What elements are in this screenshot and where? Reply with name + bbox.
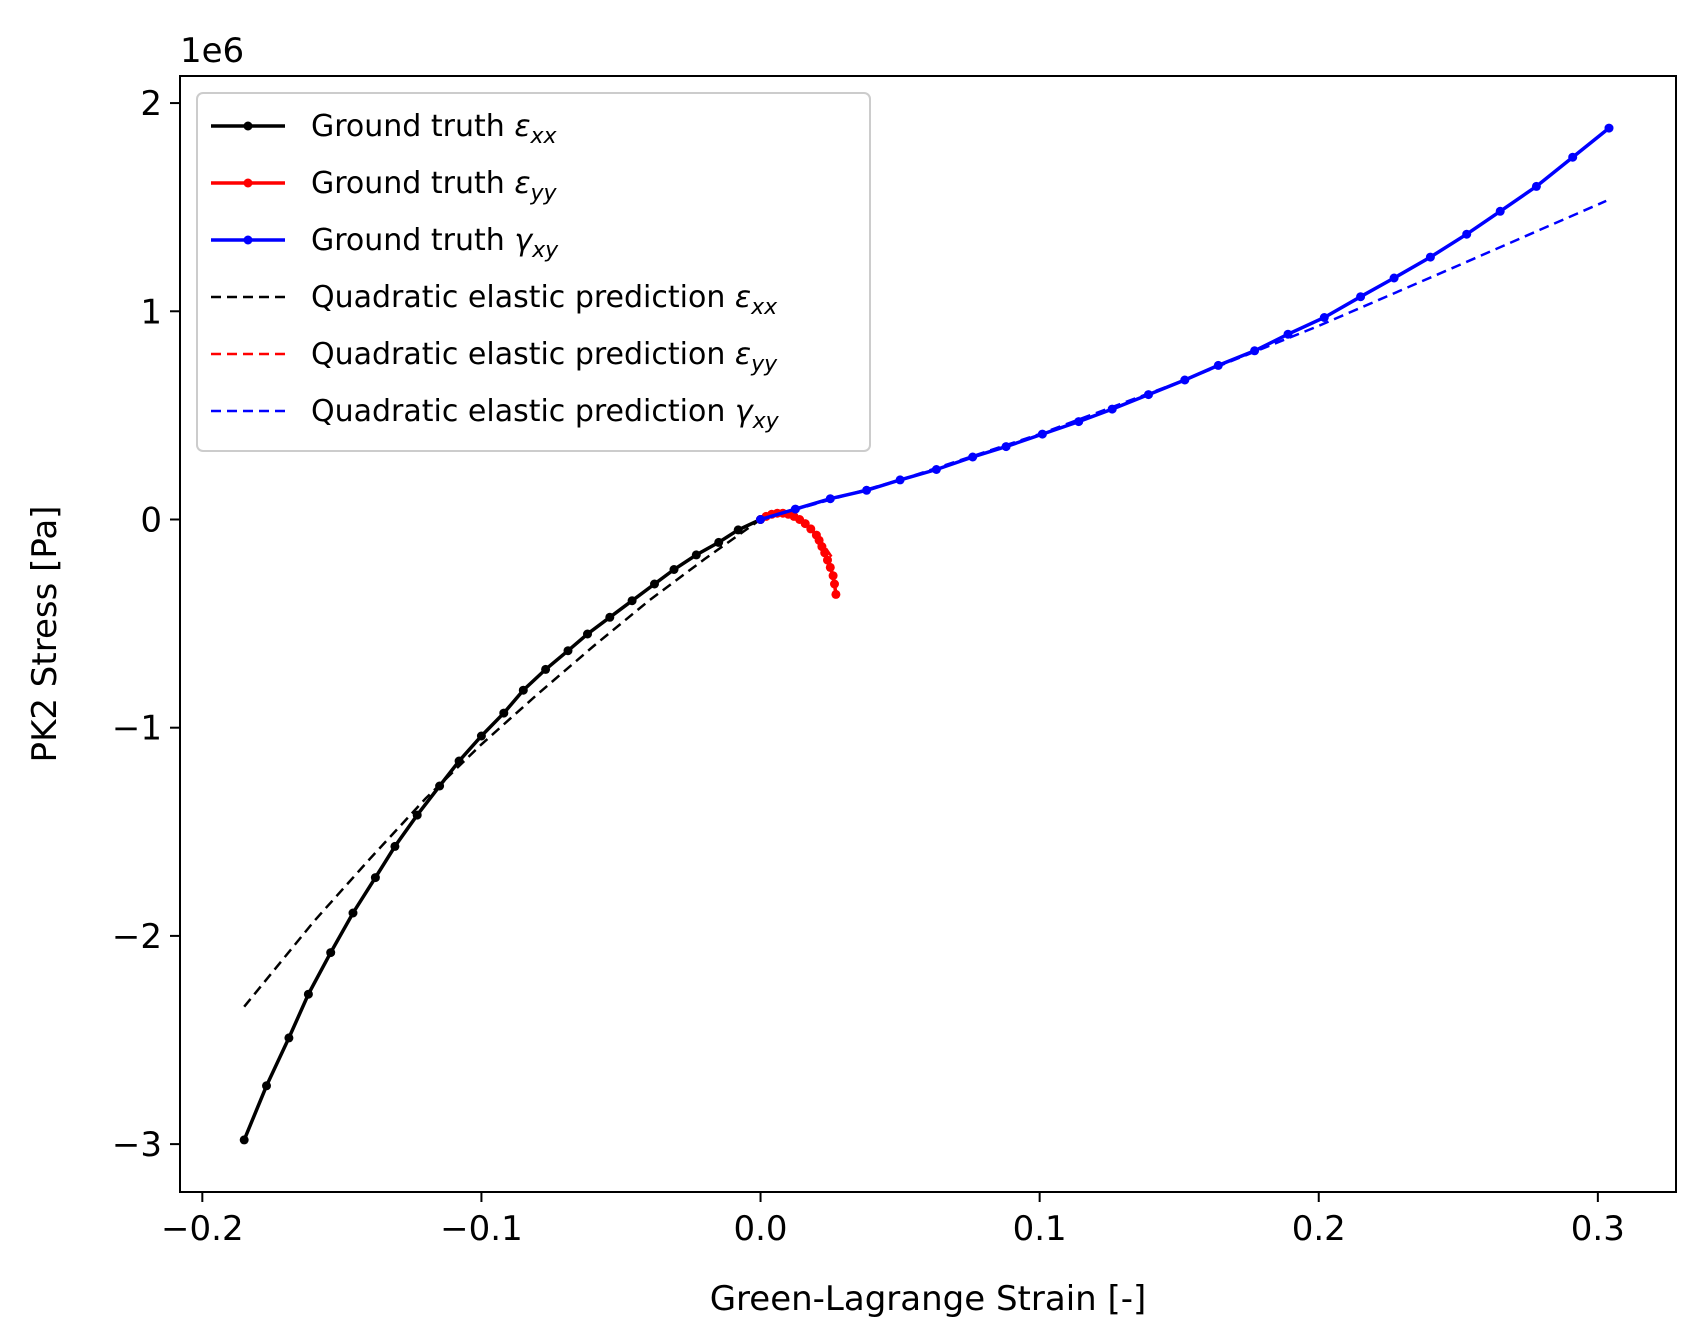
data-point — [800, 519, 810, 529]
data-point — [1074, 417, 1084, 427]
data-point — [1531, 181, 1541, 191]
data-point — [1107, 404, 1117, 414]
data-point — [733, 525, 743, 535]
x-tick-label: −0.1 — [440, 1209, 523, 1249]
legend-label: Quadratic elastic prediction εyy — [311, 337, 778, 377]
x-axis-label: Green-Lagrange Strain [-] — [710, 1279, 1147, 1319]
y-offset-label: 1e6 — [180, 31, 244, 71]
data-point — [476, 731, 486, 741]
legend-label: Ground truth γxy — [311, 223, 559, 263]
data-point — [828, 571, 838, 581]
y-tick-label: −1 — [112, 709, 162, 749]
data-point — [1037, 429, 1047, 439]
data-point — [499, 708, 509, 718]
y-tick-label: 0 — [140, 500, 162, 540]
data-point — [1604, 123, 1614, 133]
data-point — [1283, 329, 1293, 339]
legend-label: Ground truth εyy — [311, 166, 558, 206]
y-tick-label: −3 — [112, 1125, 162, 1165]
data-point — [931, 465, 941, 474]
data-point — [691, 550, 701, 560]
data-point — [825, 562, 835, 572]
data-point — [830, 579, 839, 589]
legend-box — [196, 92, 871, 452]
axis-ticks: −0.2 −0.1 0.0 0.1 0.2 0.3 −3 −2 −1 0 1 2 — [112, 84, 1625, 1249]
series-line-3 — [243, 518, 762, 1008]
legend: Ground truth εxx Ground truth εyy Ground t… — [196, 92, 871, 452]
series-line-2 — [760, 126, 1611, 522]
y-tick-label: 1 — [140, 292, 162, 332]
data-point — [326, 948, 336, 958]
data-point — [1462, 229, 1472, 239]
x-tick-label: 0.2 — [1292, 1209, 1346, 1249]
data-point — [825, 494, 835, 504]
data-point — [454, 756, 464, 766]
series-line-5 — [760, 199, 1607, 521]
plot-lines — [239, 123, 1614, 1145]
plot-area-frame — [179, 75, 1677, 1193]
data-point — [756, 515, 765, 524]
x-tick-label: 0.1 — [1013, 1209, 1067, 1249]
data-point — [669, 565, 679, 574]
data-point — [790, 504, 800, 514]
data-point — [862, 485, 872, 495]
data-point — [895, 475, 905, 485]
data-point — [262, 1081, 271, 1091]
data-point — [605, 612, 615, 622]
data-point — [968, 452, 978, 462]
x-tick-label: −0.2 — [161, 1209, 244, 1249]
y-axis-label: PK2 Stress [Pa] — [25, 506, 65, 763]
data-point — [831, 589, 841, 599]
y-tick-label: 2 — [140, 84, 162, 124]
legend-marker — [243, 178, 253, 188]
legend-marker — [243, 121, 253, 131]
data-point — [284, 1033, 294, 1043]
data-point — [583, 629, 592, 639]
data-point — [1356, 292, 1366, 302]
data-point — [823, 555, 832, 565]
x-tick-label: 0.0 — [733, 1209, 787, 1249]
legend-label: Quadratic elastic prediction εxx — [311, 280, 778, 320]
data-point — [1001, 442, 1011, 452]
data-point — [541, 664, 551, 674]
y-tick-label: −2 — [112, 917, 162, 957]
series-line-0 — [242, 517, 762, 1141]
data-point — [390, 841, 400, 851]
data-point — [563, 646, 573, 656]
data-point — [714, 537, 724, 547]
data-point — [806, 524, 816, 534]
data-point — [650, 579, 659, 589]
legend-marker — [243, 235, 253, 245]
data-point — [412, 810, 422, 820]
data-point — [1250, 346, 1260, 356]
data-point — [1144, 390, 1153, 400]
data-point — [1319, 313, 1329, 322]
data-point — [1425, 252, 1435, 262]
data-point — [1568, 152, 1578, 162]
data-point — [820, 548, 830, 558]
data-point — [1180, 375, 1190, 385]
data-point — [1495, 206, 1505, 216]
data-point — [435, 781, 445, 791]
legend-label: Quadratic elastic prediction γxy — [311, 394, 780, 434]
data-point — [370, 873, 380, 883]
data-point — [518, 685, 528, 695]
data-point — [348, 908, 358, 918]
data-point — [627, 596, 637, 606]
data-point — [1389, 273, 1399, 283]
legend-label: Ground truth εxx — [311, 109, 558, 149]
x-tick-label: 0.3 — [1571, 1209, 1625, 1249]
data-point — [303, 989, 313, 999]
data-point — [1213, 360, 1223, 370]
data-point — [239, 1135, 249, 1145]
